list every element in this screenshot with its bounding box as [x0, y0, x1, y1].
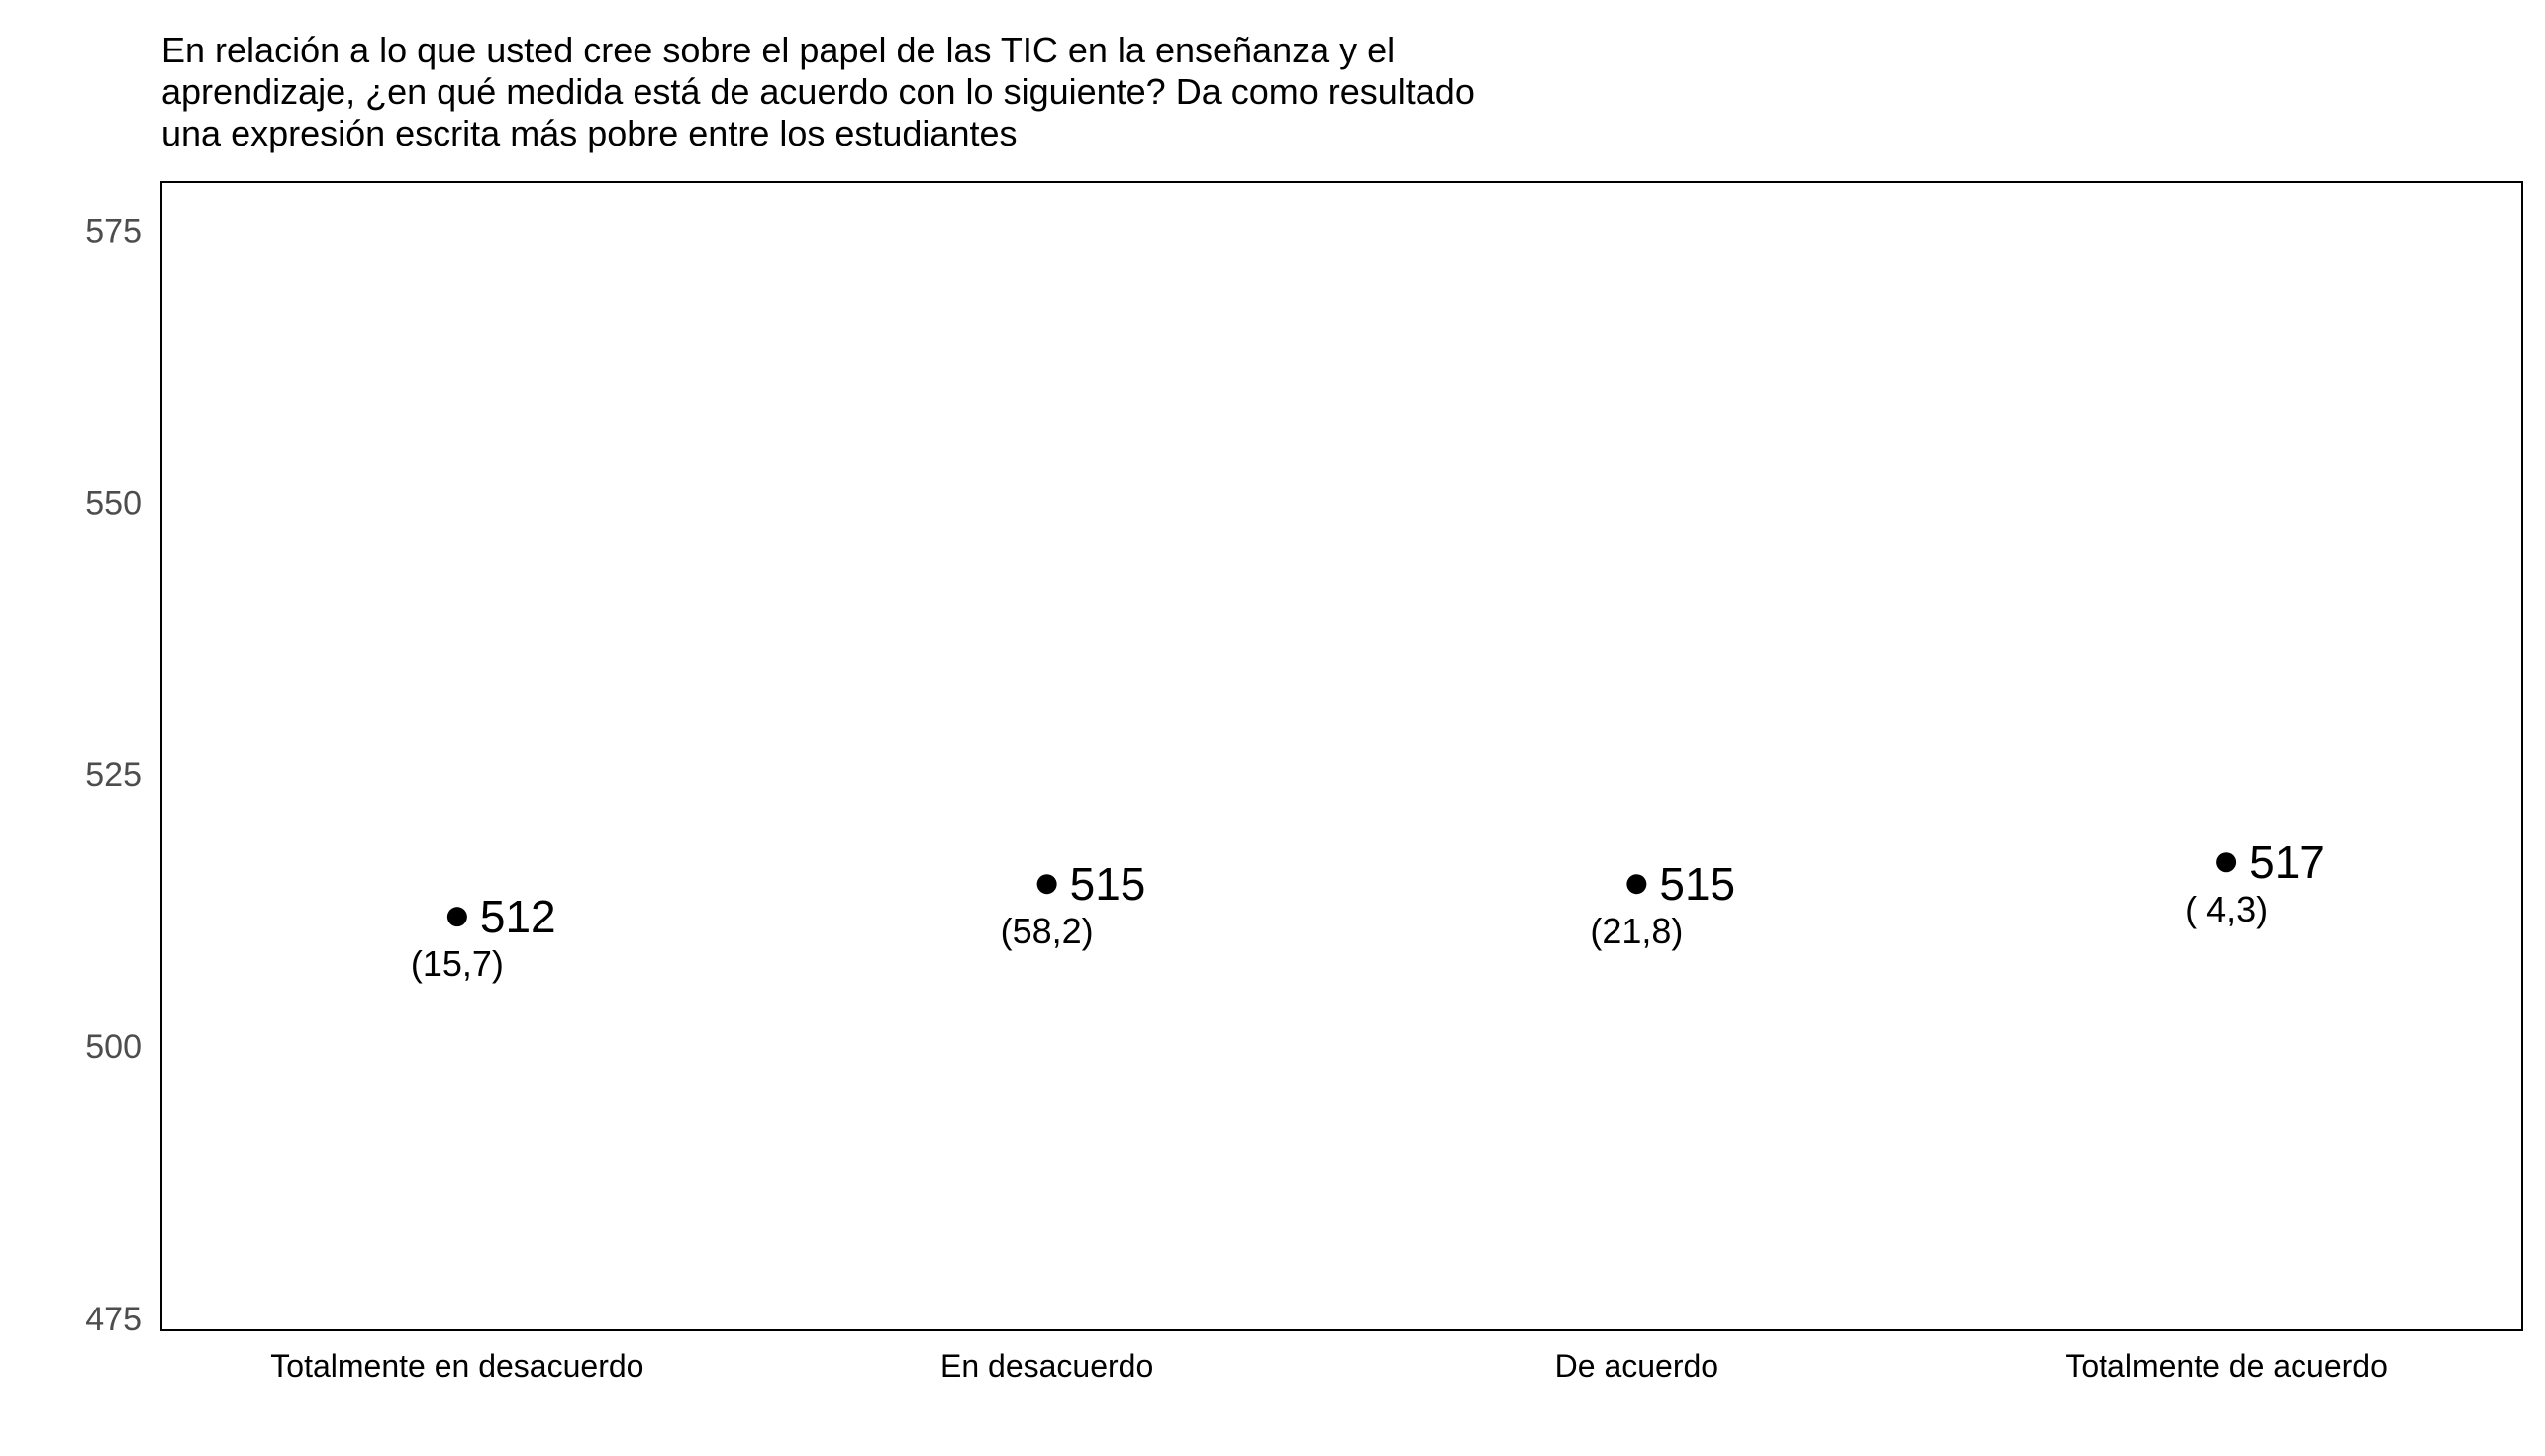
percent-label: (21,8)	[1590, 911, 1683, 951]
x-tick-label: En desacuerdo	[940, 1348, 1153, 1384]
chart-title-line-1: En relación a lo que usted cree sobre el…	[161, 30, 1396, 70]
percent-label: (58,2)	[1001, 911, 1094, 951]
x-axis: Totalmente en desacuerdo En desacuerdo De …	[270, 1348, 2388, 1384]
y-tick-label: 475	[85, 1301, 142, 1338]
y-tick-label: 525	[85, 756, 142, 794]
data-points: 512(15,7)515(58,2)515(21,8)517( 4,3)	[411, 836, 2325, 984]
value-label: 517	[2249, 836, 2325, 888]
data-point	[1626, 874, 1647, 895]
value-label: 515	[1659, 858, 1735, 910]
chart-title: En relación a lo que usted cree sobre el…	[161, 30, 1844, 154]
data-point	[446, 907, 467, 927]
value-label: 512	[480, 891, 556, 942]
percent-label: (15,7)	[411, 943, 504, 984]
y-tick-label: 550	[85, 484, 142, 522]
chart-title-line-2: aprendizaje, ¿en qué medida está de acue…	[161, 71, 1475, 112]
data-point	[2216, 852, 2237, 873]
x-tick-label: De acuerdo	[1555, 1348, 1718, 1384]
x-tick-label: Totalmente en desacuerdo	[270, 1348, 643, 1384]
chart-title-line-3: una expresión escrita más pobre entre lo…	[161, 113, 1018, 153]
percent-label: ( 4,3)	[2185, 889, 2268, 929]
y-tick-label: 500	[85, 1028, 142, 1066]
x-tick-label: Totalmente de acuerdo	[2065, 1348, 2388, 1384]
y-axis: 475 500 525 550 575	[85, 212, 142, 1338]
y-tick-label: 575	[85, 212, 142, 249]
plot-frame	[160, 181, 2523, 1331]
value-label: 515	[1070, 858, 1146, 910]
data-point	[1036, 874, 1057, 895]
